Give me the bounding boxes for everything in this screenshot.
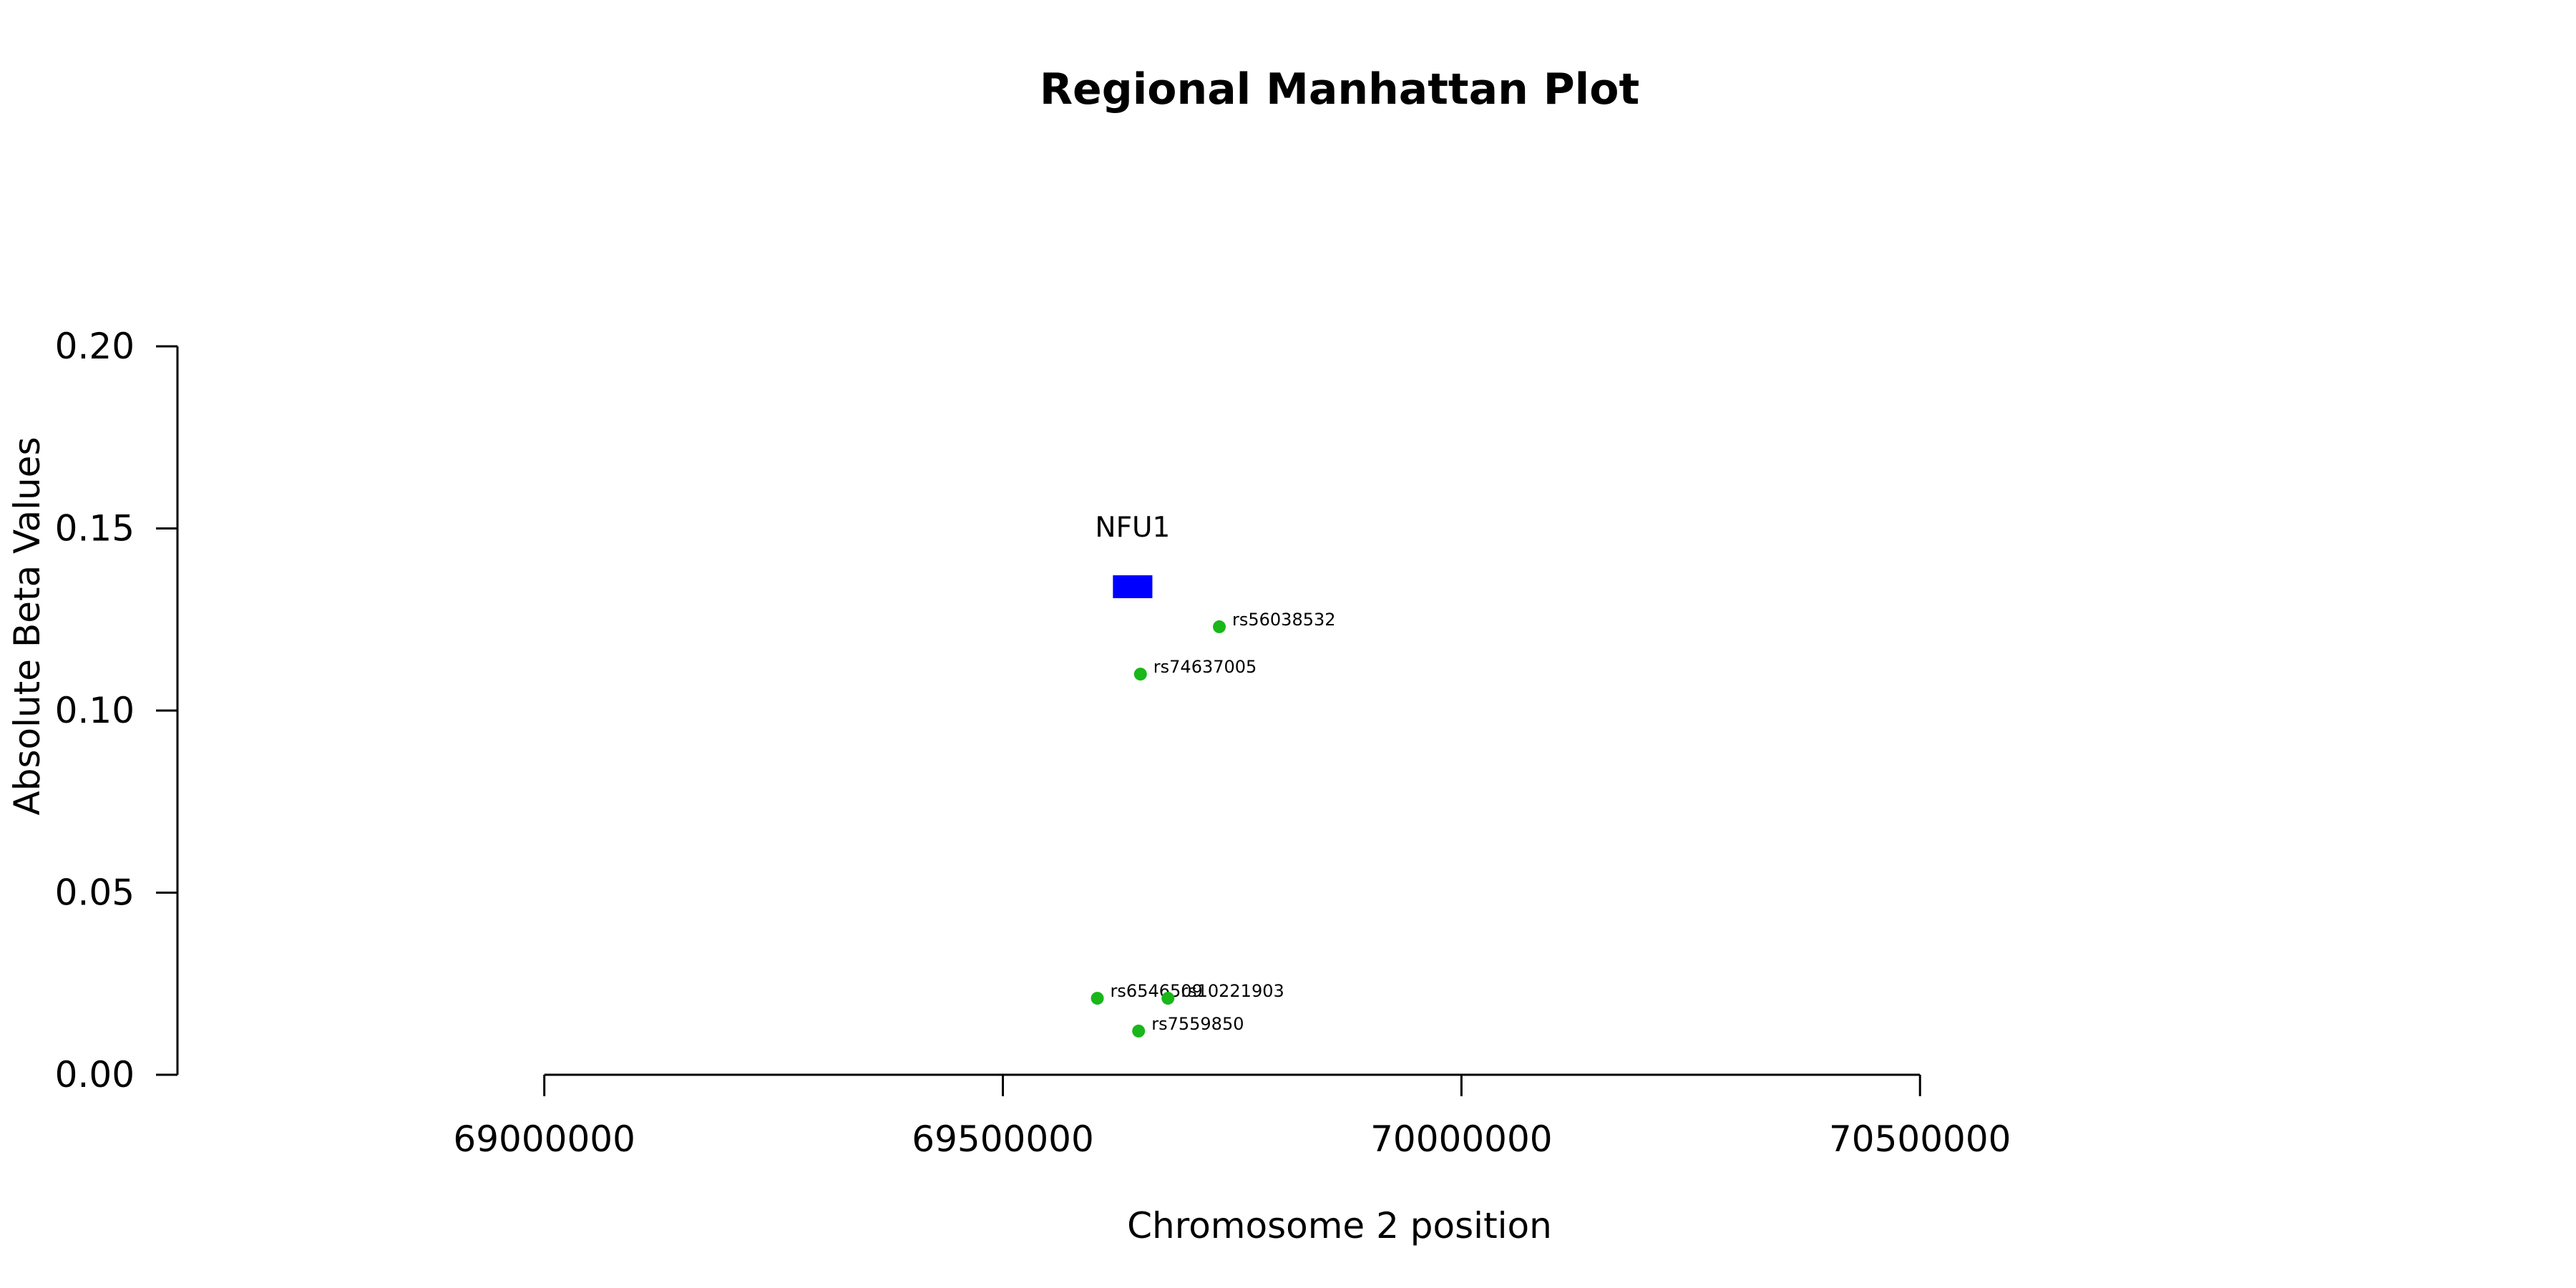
snp-point [1213,620,1226,633]
chart-title: Regional Manhattan Plot [1040,64,1639,114]
x-axis: 69000000 69500000 70000000 70500000 [453,1073,2011,1160]
snp-point [1132,1024,1146,1038]
x-axis-label: Chromosome 2 position [1127,1205,1552,1246]
y-tick-label: 0.15 [55,508,135,550]
snp-label: rs7559850 [1151,1014,1244,1034]
snp-point [1091,992,1104,1005]
y-tick-label: 0.00 [55,1054,135,1096]
snp-label: rs6546509 [1111,981,1203,1001]
snp-point [1133,668,1147,681]
y-tick-label: 0.05 [55,872,135,914]
y-axis-label: Absolute Beta Values [6,437,48,816]
snp-label: rs74637005 [1153,657,1257,677]
y-axis: 0.00 0.05 0.10 0.15 0.20 [55,326,179,1096]
gene-block [1113,575,1153,598]
snp-label: rs56038532 [1232,610,1336,630]
x-tick-label: 69500000 [912,1118,1094,1160]
y-tick-label: 0.10 [55,690,135,731]
x-tick-label: 69000000 [453,1118,635,1160]
snp-point [1161,992,1175,1005]
snp-label: rs10221903 [1181,981,1284,1001]
y-tick-label: 0.20 [55,326,135,367]
gene-label: NFU1 [1095,512,1170,544]
x-tick-label: 70000000 [1370,1118,1553,1160]
gene-track: NFU1 [1095,512,1170,598]
x-tick-label: 70500000 [1829,1118,2011,1160]
